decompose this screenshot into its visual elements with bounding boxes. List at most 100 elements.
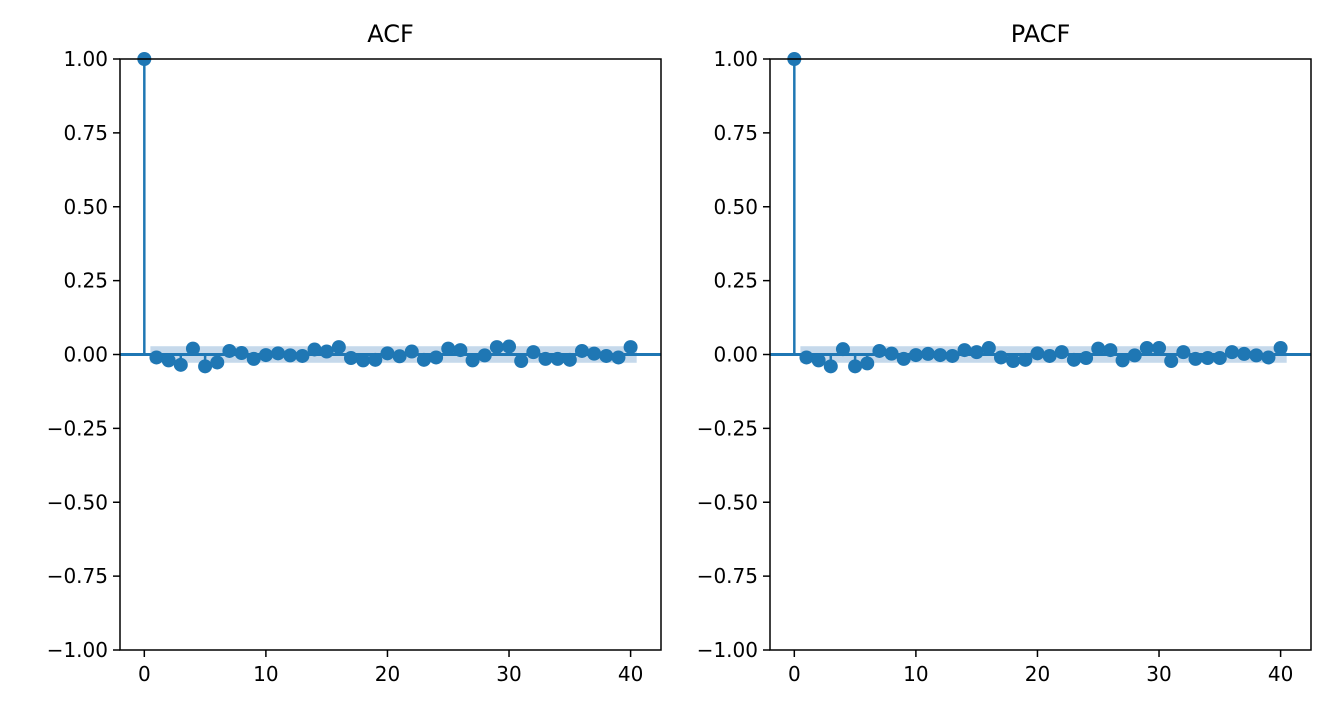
- data-point: [811, 353, 826, 368]
- data-point: [173, 357, 188, 372]
- data-point: [441, 341, 456, 356]
- data-point: [848, 359, 863, 374]
- pacf-panel: 1.00 0.75 0.50 0.25 0.00 −0.25 −0.50 −0.75 −1.00…: [697, 20, 1312, 686]
- data-point: [908, 348, 923, 363]
- data-point: [823, 359, 838, 374]
- data-point: [429, 350, 444, 365]
- data-point: [234, 346, 249, 361]
- x-tick-label: 30: [1146, 662, 1171, 686]
- data-point: [1115, 353, 1130, 368]
- data-point: [1103, 343, 1118, 358]
- data-point: [1030, 346, 1045, 361]
- data-point: [1237, 346, 1252, 361]
- data-point: [957, 343, 972, 358]
- data-point: [623, 340, 638, 355]
- data-point: [271, 346, 286, 361]
- acf-panel: 1.00 0.75 0.50 0.25 0.00 −0.25 −0.50 −0.75 −1.00…: [47, 20, 662, 686]
- y-tick-label: 1.00: [713, 47, 758, 71]
- data-point: [1152, 340, 1167, 355]
- x-tick-label: 40: [618, 662, 643, 686]
- data-point: [969, 345, 984, 360]
- data-point: [538, 351, 553, 366]
- data-point: [550, 351, 565, 366]
- data-point: [1164, 354, 1179, 369]
- data-point: [981, 340, 996, 355]
- data-point: [307, 342, 322, 357]
- data-point: [799, 350, 814, 365]
- data-point: [1249, 348, 1264, 363]
- data-point: [356, 353, 371, 368]
- pacf-title: PACF: [1011, 20, 1071, 48]
- data-point: [1261, 350, 1276, 365]
- data-point: [921, 346, 936, 361]
- data-point: [319, 344, 334, 359]
- data-point: [860, 356, 875, 371]
- x-tick-label: 40: [1268, 662, 1293, 686]
- data-point: [343, 351, 358, 366]
- data-point: [1224, 345, 1239, 360]
- data-point: [161, 353, 176, 368]
- data-point: [562, 352, 577, 367]
- data-point: [933, 348, 948, 363]
- data-point: [465, 353, 480, 368]
- data-point: [1006, 354, 1021, 369]
- data-point: [1054, 345, 1069, 360]
- y-tick-label: 0.25: [713, 269, 758, 293]
- data-point: [514, 354, 529, 369]
- x-tick-label: 30: [496, 662, 521, 686]
- data-point: [599, 348, 614, 363]
- data-point: [331, 340, 346, 355]
- data-point: [526, 345, 541, 360]
- y-tick-label: 0.00: [63, 343, 108, 367]
- data-point: [222, 343, 237, 358]
- y-tick-label: 0.50: [713, 195, 758, 219]
- y-tick-label: 0.25: [63, 269, 108, 293]
- data-point: [1091, 341, 1106, 356]
- data-point: [502, 339, 517, 354]
- y-tick-label: 0.75: [713, 121, 758, 145]
- y-tick-label: 0.50: [63, 195, 108, 219]
- y-tick-label: −0.75: [697, 564, 758, 588]
- data-point: [574, 343, 589, 358]
- x-tick-label: 0: [138, 662, 151, 686]
- data-point: [1188, 351, 1203, 366]
- data-point: [611, 350, 626, 365]
- data-point: [453, 343, 468, 358]
- data-point: [416, 352, 431, 367]
- y-tick-label: −0.25: [47, 416, 108, 440]
- x-tick-label: 20: [375, 662, 400, 686]
- y-tick-label: −1.00: [697, 638, 758, 662]
- data-point: [149, 350, 164, 365]
- x-tick-label: 0: [788, 662, 801, 686]
- data-point: [489, 340, 504, 355]
- data-point: [1200, 351, 1215, 366]
- data-point: [835, 342, 850, 357]
- data-point: [587, 346, 602, 361]
- data-point: [283, 348, 298, 363]
- data-point: [1066, 352, 1081, 367]
- data-point: [1018, 352, 1033, 367]
- data-point: [1079, 351, 1094, 366]
- data-point: [392, 349, 407, 364]
- data-point: [185, 341, 200, 356]
- y-tick-label: 0.75: [63, 121, 108, 145]
- data-point: [477, 348, 492, 363]
- data-point: [246, 351, 261, 366]
- data-point: [198, 359, 213, 374]
- y-tick-label: −0.50: [47, 490, 108, 514]
- data-point: [884, 346, 899, 361]
- data-point: [872, 343, 887, 358]
- x-tick-label: 20: [1025, 662, 1050, 686]
- y-tick-label: −0.50: [697, 490, 758, 514]
- data-point: [258, 348, 273, 363]
- data-point: [945, 348, 960, 363]
- data-point: [1273, 340, 1288, 355]
- x-tick-label: 10: [253, 662, 278, 686]
- data-point: [993, 350, 1008, 365]
- y-tick-label: −0.75: [47, 564, 108, 588]
- y-tick-label: −1.00: [47, 638, 108, 662]
- y-tick-label: 0.00: [713, 343, 758, 367]
- data-point: [1212, 351, 1227, 366]
- data-point: [1042, 348, 1057, 363]
